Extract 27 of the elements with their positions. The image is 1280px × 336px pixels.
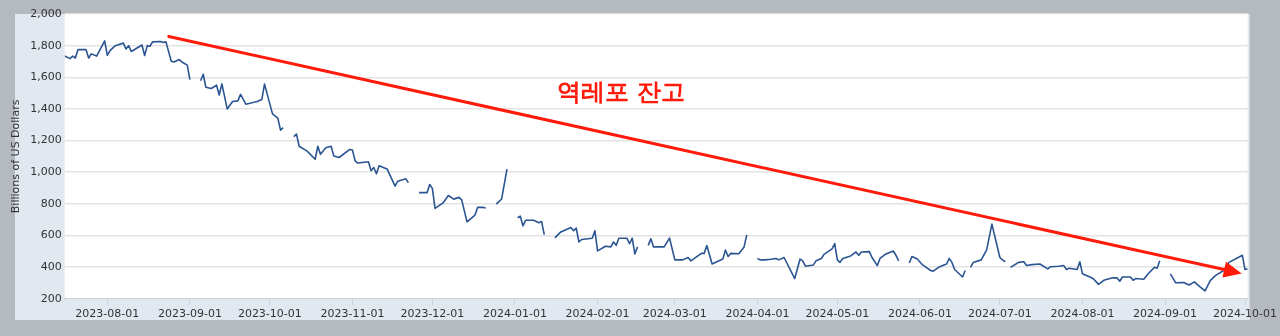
x-tick-label: 2024-04-01: [725, 307, 790, 321]
y-tick-label: 2,000: [30, 6, 62, 20]
x-tick-label: 2023-10-01: [237, 307, 302, 321]
x-tick-label: 2023-08-01: [75, 307, 140, 321]
y-axis-title: Billions of US Dollars: [9, 99, 23, 214]
x-tick-label: 2024-08-01: [1050, 307, 1115, 321]
y-tick-label: 800: [40, 196, 62, 210]
x-tick-label: 2024-06-01: [887, 307, 952, 321]
x-tick-label: 2023-12-01: [400, 307, 465, 321]
x-tick-label: 2024-05-01: [805, 307, 870, 321]
y-tick-label: 1,000: [30, 165, 62, 179]
y-tick-label: 1,200: [30, 133, 62, 147]
y-tick-label: 400: [40, 260, 62, 274]
x-tick-label: 2024-02-01: [565, 307, 630, 321]
x-tick-label: 2024-01-01: [483, 307, 547, 321]
x-tick-label: 2023-11-01: [320, 307, 385, 321]
y-tick-label: 1,400: [30, 101, 62, 115]
x-tick-label: 2023-09-01: [157, 307, 222, 321]
y-tick-label: 600: [40, 228, 62, 242]
y-tick-label: 200: [40, 291, 62, 305]
x-tick-label: 2024-09-01: [1133, 307, 1198, 321]
y-tick-label: 1,800: [30, 38, 62, 52]
x-tick-label: 2024-03-01: [642, 307, 707, 321]
annotation: 역레포 잔고: [556, 77, 685, 106]
y-tick-label: 1,600: [30, 70, 62, 84]
x-tick-label: 2024-10-01: [1213, 307, 1277, 321]
x-tick-label: 2024-07-01: [967, 307, 1032, 321]
